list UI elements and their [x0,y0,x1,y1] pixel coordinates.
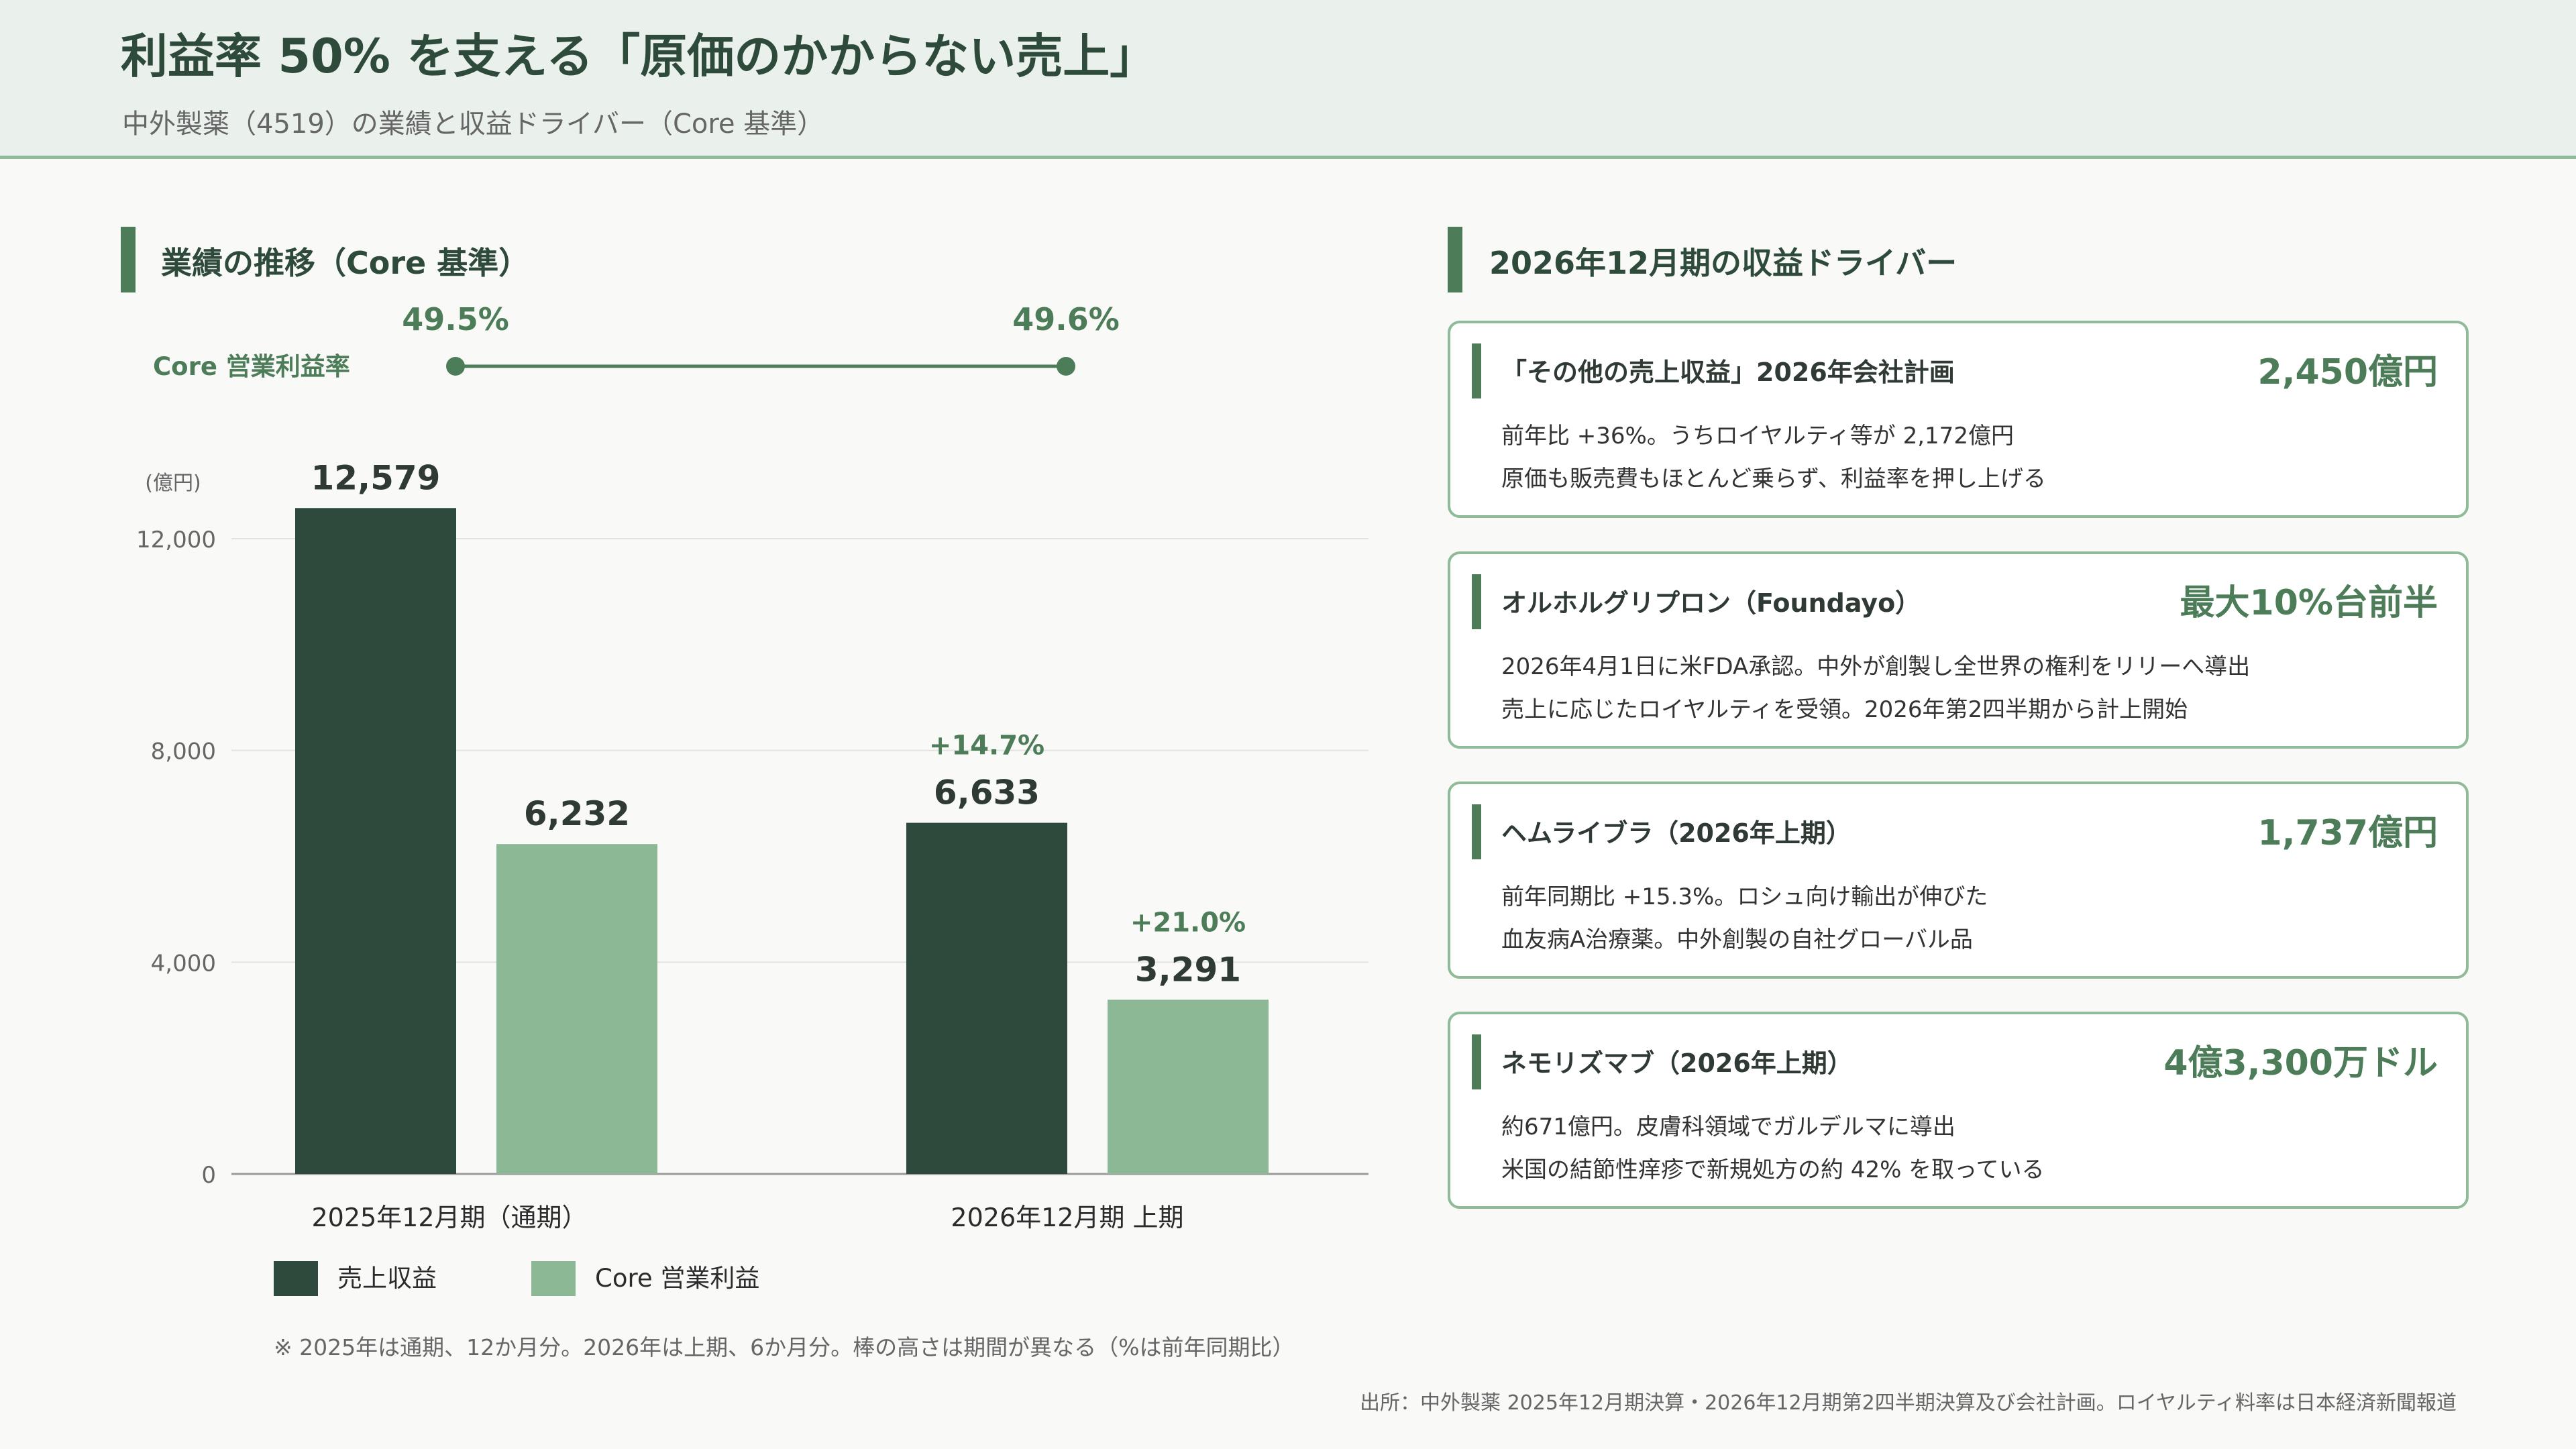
card-line-1: 前年同期比 +15.3%。ロシュ向け輸出が伸びた [1501,883,1988,910]
performance-chart: 0 4,000 8,000 12,000 (億円) 12,579 6,633 +14.7% 6,… [136,301,1368,1360]
left-section-marker [121,227,136,292]
card-marker [1472,804,1481,859]
y-tick-label: 8,000 [151,739,216,765]
card-line-1: 前年比 +36%。うちロイヤルティ等が 2,172億円 [1501,423,2014,449]
card-marker [1472,1034,1481,1089]
card-value: 4億3,300万ドル [2163,1043,2438,1083]
chart-note: ※ 2025年は通期、12か月分。2026年は上期、6か月分。棒の高さは期間が異… [274,1334,1294,1360]
growth-label: +21.0% [1130,907,1246,938]
card-value: 2,450億円 [2257,352,2438,392]
bar-value-label: 6,232 [524,794,630,833]
margin-value-label: 49.5% [402,301,509,337]
header: 利益率 50% を支える「原価のかからない売上」 中外製薬（4519）の業績と収… [0,0,2576,159]
card-title: 「その他の売上収益」2026年会社計画 [1501,358,1955,387]
right-section-marker [1448,227,1462,292]
y-tick-label: 12,000 [136,527,216,553]
legend-label: Core 営業利益 [595,1264,759,1293]
margin-value-label: 49.6% [1012,301,1120,337]
page-title: 利益率 50% を支える「原価のかからない売上」 [121,29,1157,84]
card-line-2: 血友病A治療薬。中外創製の自社グローバル品 [1501,926,1973,953]
bar-revenue-0 [295,508,456,1174]
card-line-1: 約671億円。皮膚科領域でガルデルマに導出 [1501,1114,1955,1140]
page-subtitle: 中外製薬（4519）の業績と収益ドライバー（Core 基準） [122,109,824,140]
card-line-2: 米国の結節性痒疹で新規処方の約 42% を取っている [1501,1157,2045,1183]
margin-line-label: Core 営業利益率 [153,352,350,381]
card-line-1: 2026年4月1日に米FDA承認。中外が創製し全世界の権利をリリーへ導出 [1501,653,2251,680]
bar-value-label: 3,291 [1135,950,1241,989]
left-section-title: 業績の推移（Core 基準） [161,245,530,281]
source-note: 出所：中外製薬 2025年12月期決算・2026年12月期第2四半期決算及び会社… [1360,1391,2457,1415]
legend-label: 売上収益 [337,1264,437,1293]
card-value: 1,737億円 [2257,813,2438,853]
card-marker [1472,343,1481,398]
driver-card-other-revenue: 「その他の売上収益」2026年会社計画 2,450億円 前年比 +36%。うちロ… [1448,321,2469,518]
bar-revenue-1 [906,822,1067,1174]
card-line-2: 原価も販売費もほとんど乗らず、利益率を押し上げる [1501,466,2046,492]
margin-point [1057,357,1075,376]
card-title: オルホルグリプロン（Foundayo） [1501,588,1921,618]
legend-swatch [274,1261,318,1296]
driver-card-hemlibra: ヘムライブラ（2026年上期） 1,737億円 前年同期比 +15.3%。ロシュ… [1448,782,2469,979]
growth-label: +14.7% [929,731,1044,761]
driver-card-orforglipron: オルホルグリプロン（Foundayo） 最大10%台前半 2026年4月1日に米… [1448,551,2469,749]
card-marker [1472,574,1481,629]
x-category-label: 2025年12月期（通期） [311,1203,587,1232]
margin-point [446,357,465,376]
bar-value-label: 12,579 [311,458,441,497]
bar-value-label: 6,633 [934,773,1040,812]
legend-swatch [531,1261,576,1296]
right-section-title: 2026年12月期の収益ドライバー [1489,245,1957,281]
card-value: 最大10%台前半 [2180,583,2438,623]
y-tick-label: 0 [201,1162,216,1189]
bar-core-op-0 [496,844,657,1174]
bar-core-op-1 [1108,1000,1269,1174]
card-title: ヘムライブラ（2026年上期） [1501,818,1851,848]
driver-card-nemolizumab: ネモリズマブ（2026年上期） 4億3,300万ドル 約671億円。皮膚科領域で… [1448,1012,2469,1209]
y-tick-label: 4,000 [151,950,216,977]
y-unit-label: (億円) [145,472,201,495]
card-title: ネモリズマブ（2026年上期） [1501,1049,1853,1078]
x-category-label: 2026年12月期 上期 [951,1203,1183,1232]
card-line-2: 売上に応じたロイヤルティを受領。2026年第2四半期から計上開始 [1501,696,2188,723]
